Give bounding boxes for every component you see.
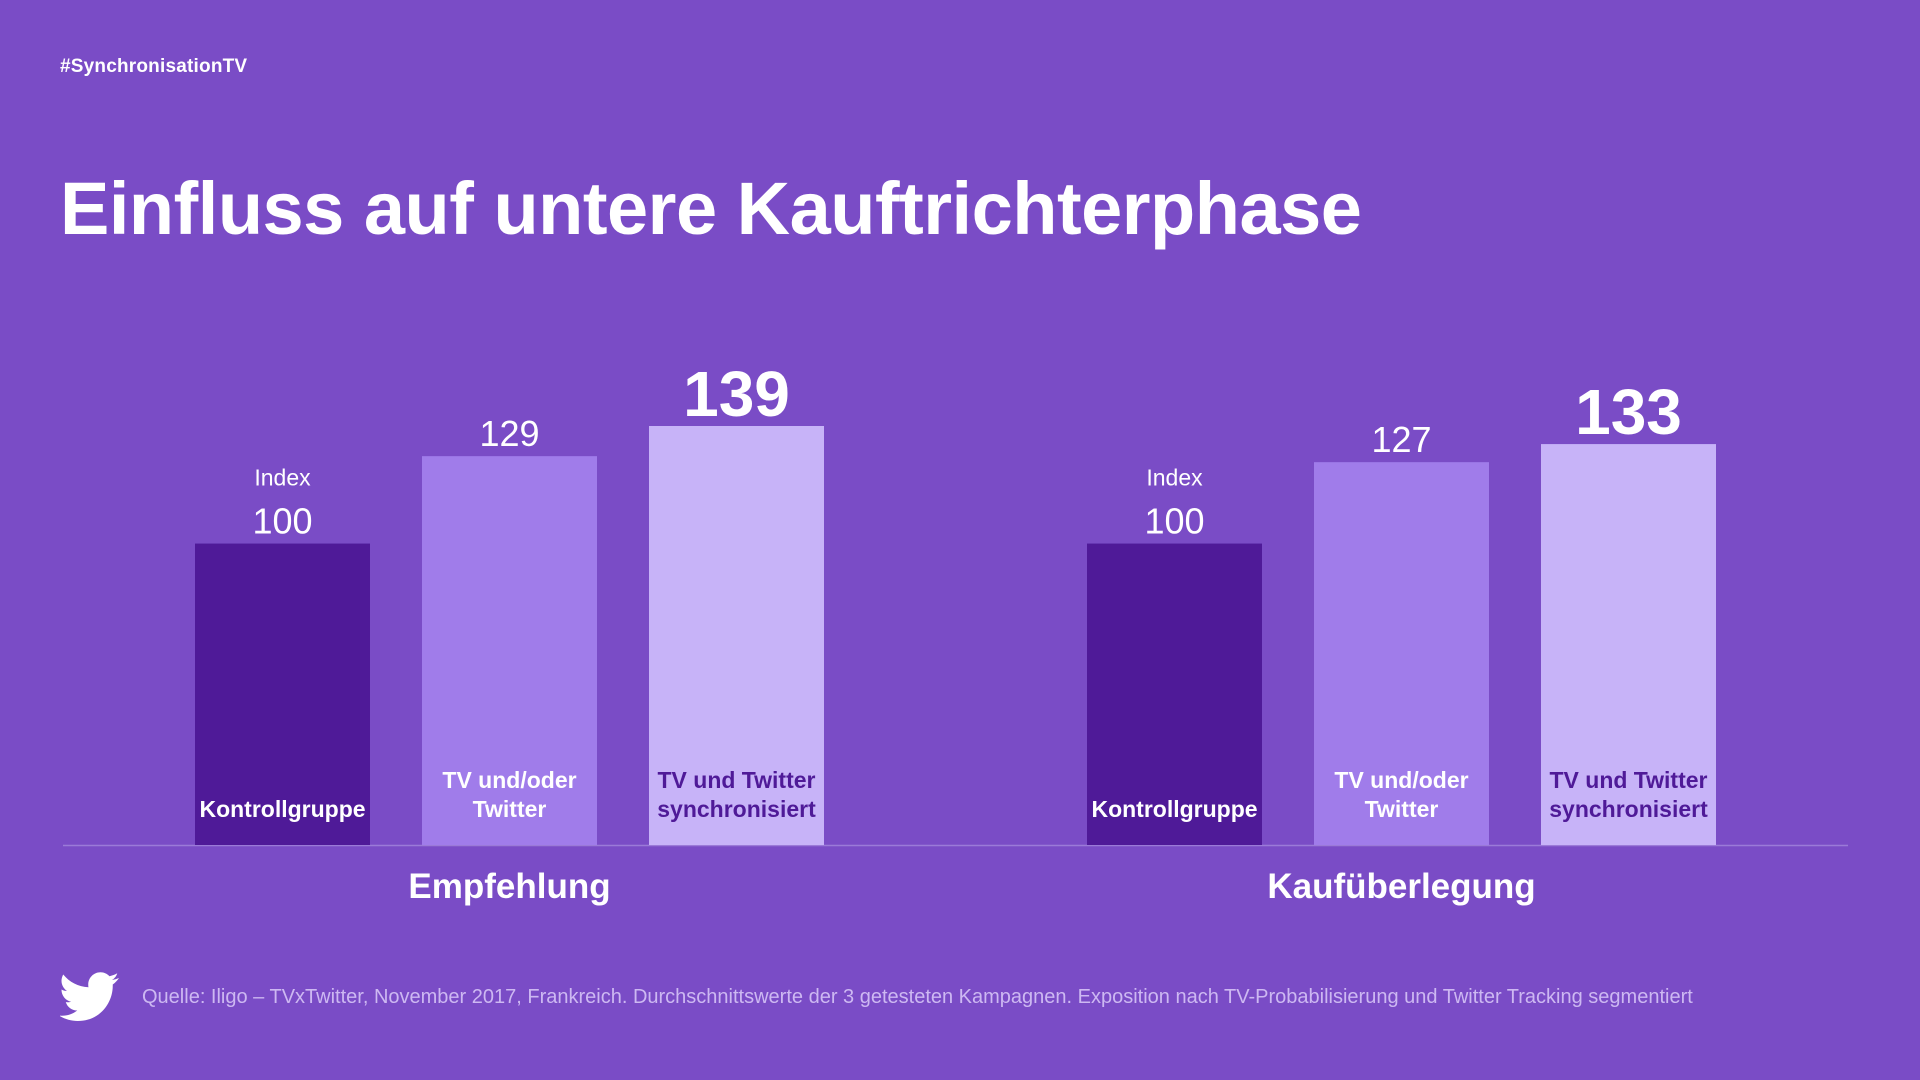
hashtag: #SynchronisationTV [60, 56, 248, 77]
data-label: 100 [1144, 501, 1204, 542]
page-title: Einfluss auf untere Kauftrichterphase [60, 167, 1362, 250]
data-label: 139 [683, 358, 790, 430]
bar [1314, 462, 1489, 845]
bar [1087, 543, 1262, 845]
bar-category-label: TV und/oder Twitter [442, 767, 576, 822]
index-label: Index [254, 465, 311, 491]
twitter-bird-icon [60, 972, 119, 1021]
group-label: Kaufüberlegung [1267, 867, 1535, 906]
data-label: 129 [479, 413, 539, 454]
data-label: 100 [252, 501, 312, 542]
footer: Quelle: Iligo – TVxTwitter, November 201… [60, 970, 1693, 1024]
data-label: 127 [1371, 419, 1431, 460]
bar-category-label: TV und Twitter synchronisiert [1549, 767, 1708, 822]
bar-category-label: Kontrollgruppe [199, 796, 365, 822]
bar-category-label: TV und/oder Twitter [1334, 767, 1468, 822]
bar [422, 456, 597, 845]
group-label: Empfehlung [408, 867, 610, 906]
bar-group: 100 Index Kontrollgruppe 127 TV und/oder Twit… [1087, 376, 1716, 906]
bar [195, 543, 370, 845]
bar [1541, 444, 1716, 845]
source-note: Quelle: Iligo – TVxTwitter, November 201… [142, 985, 1693, 1008]
bar-category-label: Kontrollgruppe [1091, 796, 1257, 822]
bar-group: 100 Index Kontrollgruppe 129 TV und/oder Twit… [195, 358, 824, 906]
bar-category-label: TV und Twitter synchronisiert [657, 767, 816, 822]
bar [649, 426, 824, 845]
data-label: 133 [1575, 376, 1682, 448]
index-label: Index [1146, 465, 1203, 491]
